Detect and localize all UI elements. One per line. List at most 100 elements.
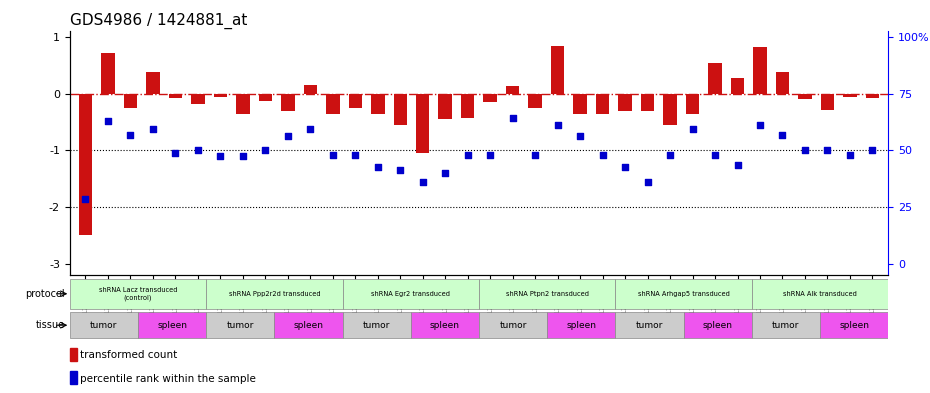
Text: spleen: spleen (294, 321, 324, 330)
Point (865, 147, 880, 154)
Point (326, 152, 340, 158)
Bar (274, 312, 342, 338)
Point (303, 126, 318, 132)
Bar (547, 312, 616, 338)
Point (100, 118, 115, 124)
Bar (684, 312, 751, 338)
Text: spleen: spleen (703, 321, 733, 330)
Bar (484, 94, 497, 102)
Bar (663, 94, 677, 125)
Bar (192, 94, 205, 104)
Bar (342, 312, 411, 338)
Text: tissue: tissue (36, 320, 65, 330)
Bar (844, 94, 857, 97)
Point (527, 152, 542, 158)
Bar (416, 94, 430, 153)
Point (416, 178, 431, 185)
Bar (596, 94, 609, 114)
Point (168, 150, 183, 156)
Point (843, 152, 857, 158)
Text: tumor: tumor (636, 321, 663, 330)
Point (348, 152, 363, 158)
Point (213, 153, 228, 159)
Bar (124, 94, 138, 108)
Text: tumor: tumor (227, 321, 254, 330)
Text: GDS4986 / 1424881_at: GDS4986 / 1424881_at (70, 13, 247, 29)
Bar (776, 72, 790, 94)
Point (483, 152, 498, 158)
Point (392, 167, 407, 173)
Bar (168, 94, 182, 98)
Bar (641, 94, 655, 111)
Bar (479, 279, 616, 309)
Bar (79, 94, 92, 235)
Bar (259, 94, 272, 101)
Point (123, 131, 138, 138)
Text: protocol: protocol (25, 289, 65, 299)
Bar (393, 94, 407, 125)
Text: transformed count: transformed count (80, 350, 178, 360)
Point (258, 147, 272, 154)
Point (820, 147, 835, 154)
Point (685, 126, 700, 132)
Text: tumor: tumor (363, 321, 391, 330)
Text: spleen: spleen (566, 321, 596, 330)
Point (191, 147, 206, 154)
Text: tumor: tumor (499, 321, 526, 330)
Bar (709, 62, 722, 94)
Point (595, 152, 610, 158)
Text: tumor: tumor (90, 321, 117, 330)
Bar (303, 85, 317, 94)
Bar (551, 46, 565, 94)
Point (708, 152, 723, 158)
Bar (616, 279, 751, 309)
Point (551, 122, 565, 128)
Text: shRNA Arhgap5 transduced: shRNA Arhgap5 transduced (638, 291, 729, 297)
Text: shRNA Alk transduced: shRNA Alk transduced (783, 291, 857, 297)
Bar (574, 94, 587, 114)
Bar (751, 279, 888, 309)
Point (281, 133, 296, 140)
Text: spleen: spleen (430, 321, 459, 330)
Bar (866, 94, 879, 98)
Bar (820, 94, 834, 110)
Text: shRNA Egr2 transduced: shRNA Egr2 transduced (371, 291, 450, 297)
Bar (438, 94, 452, 119)
Point (752, 122, 767, 128)
Bar (70, 312, 138, 338)
Bar (685, 94, 699, 114)
Bar (146, 72, 160, 94)
Point (730, 162, 745, 168)
Bar (411, 312, 479, 338)
Point (78, 195, 93, 202)
Text: shRNA Ptpn2 transduced: shRNA Ptpn2 transduced (506, 291, 589, 297)
Bar (731, 78, 744, 94)
Bar (751, 312, 820, 338)
Bar (820, 312, 888, 338)
Bar (618, 94, 631, 111)
Bar (461, 94, 474, 118)
Point (505, 114, 520, 121)
Point (618, 164, 632, 171)
Bar (281, 94, 295, 111)
Point (573, 133, 588, 140)
Point (370, 164, 385, 171)
Point (662, 152, 677, 158)
Text: tumor: tumor (772, 321, 800, 330)
Bar (528, 94, 542, 108)
Point (798, 147, 813, 154)
Point (235, 153, 250, 159)
Bar (138, 312, 206, 338)
Point (775, 131, 790, 138)
Bar (506, 86, 520, 94)
Bar (206, 312, 274, 338)
Text: shRNA Lacz transduced
(control): shRNA Lacz transduced (control) (99, 287, 178, 301)
Bar (236, 94, 249, 114)
Bar (326, 94, 339, 114)
Point (640, 178, 655, 185)
Bar (214, 94, 227, 97)
Bar (101, 53, 114, 94)
Bar (479, 312, 547, 338)
Bar (70, 371, 77, 384)
Bar (753, 47, 766, 94)
